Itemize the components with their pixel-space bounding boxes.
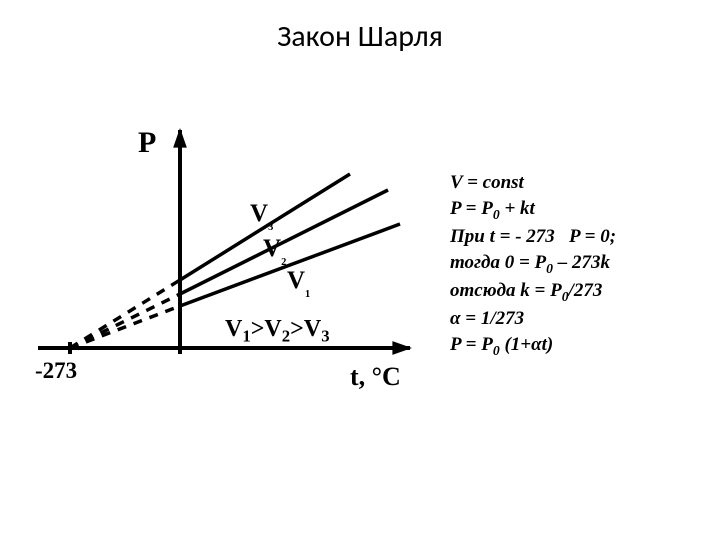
svg-text:-273: -273 bbox=[35, 358, 77, 383]
chart-svg: -273 Pt, °C V₁V₂ V₃ V1>V2>V3 bbox=[30, 110, 440, 400]
svg-text:V1>V2>V3: V1>V2>V3 bbox=[225, 316, 330, 345]
page-title: Закон Шарля bbox=[0, 18, 720, 55]
formula-block: V = const P = P0 + kt При t = - 273 P = … bbox=[450, 170, 700, 360]
svg-text:V₂: V₂ bbox=[263, 235, 286, 266]
chart: -273 Pt, °C V₁V₂ V₃ V1>V2>V3 bbox=[30, 110, 440, 400]
formula-line-2: P = P0 + kt bbox=[450, 196, 700, 224]
formula-line-5: отсюда k = P0/273 bbox=[450, 278, 700, 306]
formula-line-3: При t = - 273 P = 0; bbox=[450, 224, 700, 250]
svg-text:V₃: V₃ bbox=[250, 200, 273, 231]
formula-line-4: тогда 0 = P0 – 273k bbox=[450, 250, 700, 278]
svg-text:P: P bbox=[138, 126, 156, 159]
formula-line-1: V = const bbox=[450, 170, 700, 196]
formula-line-7: P = P0 (1+αt) bbox=[450, 332, 700, 360]
svg-text:V₁: V₁ bbox=[287, 267, 310, 298]
formula-line-6: α = 1/273 bbox=[450, 306, 700, 332]
svg-text:t, °C: t, °C bbox=[350, 362, 401, 391]
slide: Закон Шарля -273 Pt, °C V₁V₂ V₃ V1>V2>V3 V =… bbox=[0, 0, 720, 540]
